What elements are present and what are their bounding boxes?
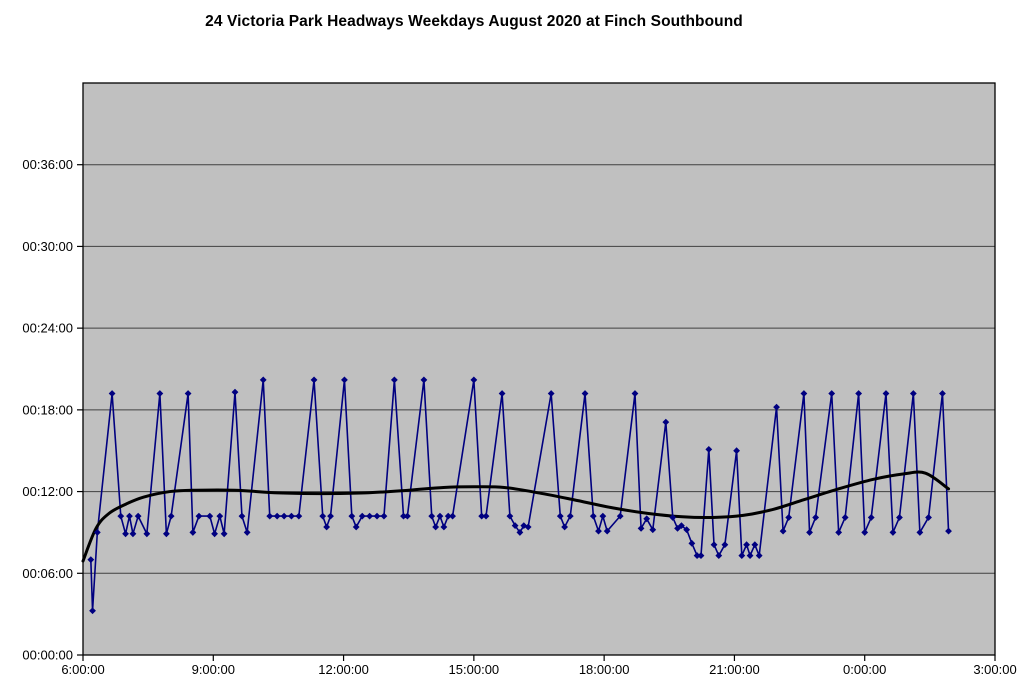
x-axis-label: 21:00:00 <box>709 662 760 677</box>
y-axis-label: 00:30:00 <box>22 239 73 254</box>
y-axis-label: 00:36:00 <box>22 157 73 172</box>
y-axis-label: 00:12:00 <box>22 484 73 499</box>
y-axis-label: 00:24:00 <box>22 321 73 336</box>
x-axis-label: 12:00:00 <box>318 662 369 677</box>
x-axis-label: 6:00:00 <box>61 662 104 677</box>
y-axis-label: 00:18:00 <box>22 402 73 417</box>
plot-area <box>83 83 995 655</box>
trend-line <box>81 470 951 563</box>
x-axis-label: 15:00:00 <box>449 662 500 677</box>
x-axis-label: 0:00:00 <box>843 662 886 677</box>
plot-border <box>82 82 996 656</box>
chart-title: 24 Victoria Park Headways Weekdays Augus… <box>205 13 743 30</box>
x-axis-label: 18:00:00 <box>579 662 630 677</box>
x-axis-label: 3:00:00 <box>973 662 1016 677</box>
y-axis-label: 00:00:00 <box>22 648 73 663</box>
y-axis-label: 00:06:00 <box>22 566 73 581</box>
x-axis-label: 9:00:00 <box>192 662 235 677</box>
